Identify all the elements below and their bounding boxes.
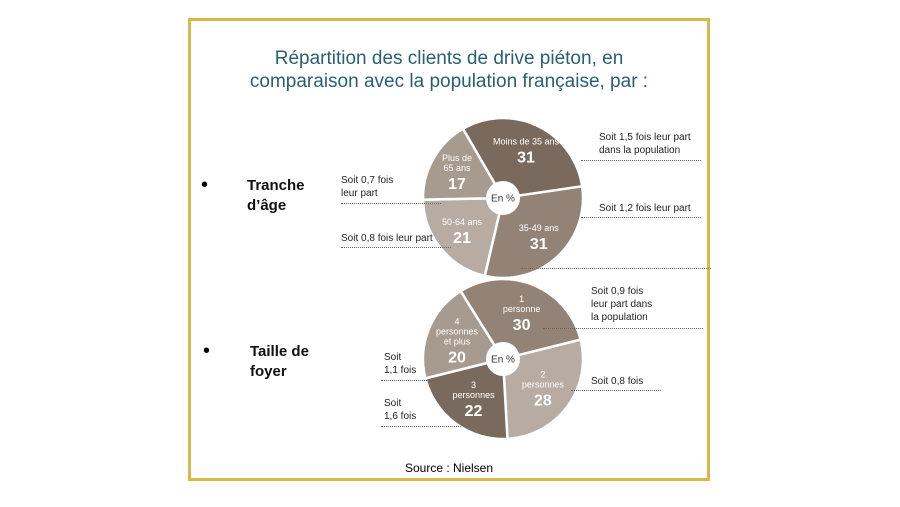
- row-label-age: Tranche d’âge: [247, 176, 305, 216]
- row-label-household: Taille de foyer: [250, 342, 309, 382]
- pie-slice-label-2-persons: personnes: [522, 379, 565, 389]
- note-age-3-rule: [341, 247, 451, 248]
- row-label-household-line-1: Taille de: [250, 343, 309, 360]
- pie-slice-label-1-person: 1: [519, 294, 524, 304]
- note-household-4: Soit 1,1 fois: [384, 351, 416, 377]
- pie-slice-value-4-plus-persons: 20: [448, 349, 466, 366]
- note-age-2-rule: [581, 217, 701, 218]
- pie-slice-3-persons: [423, 357, 509, 441]
- note-household-1-line-3: la population: [591, 312, 648, 323]
- note-household-2: Soit 0,8 fois: [591, 375, 643, 388]
- note-household-3-rule: [381, 426, 461, 427]
- pie-slice-label-over-65: Plus de: [442, 153, 472, 163]
- pie-slice-label-2-persons: 2: [540, 369, 545, 379]
- pie-slice-50-64: [421, 196, 505, 278]
- pie-chart-age: Moins de 35 ans 31 35-49 ans 31 50-64 ans 21 P…: [421, 116, 585, 280]
- note-household-1-line-2: leur part dans: [591, 299, 653, 310]
- pie-chart-household: 1personne302personnes283personnes224pers…: [421, 277, 585, 441]
- note-age-3: Soit 0,8 fois leur part: [341, 232, 433, 245]
- pie-slice-value-3-persons: 22: [465, 403, 483, 420]
- pie-slice-label-50-64: 50-64 ans: [442, 217, 483, 227]
- note-age-1-line-2: dans la population: [599, 145, 681, 156]
- pie-slice-value-1-person: 30: [513, 317, 531, 334]
- note-age-4: Soit 0,7 fois leur part: [341, 174, 393, 200]
- bullet-household: •: [203, 340, 211, 362]
- note-age-2: Soit 1,2 fois leur part: [599, 202, 691, 215]
- note-household-2-line-1: Soit 0,8 fois: [591, 376, 644, 387]
- pie-slice-label-4-plus-persons: 4: [455, 316, 460, 326]
- pie-slice-value-35-49: 31: [530, 236, 548, 253]
- note-household-4-line-1: Soit: [384, 352, 402, 363]
- pie-slice-4-plus-persons: [421, 289, 505, 380]
- pie-slice-over-65: [421, 127, 506, 201]
- pie-slice-value-over-65: 17: [448, 176, 466, 193]
- pie-center-hole: [486, 342, 520, 376]
- row-label-household-line-2: foyer: [250, 363, 287, 380]
- pie-center-label: En %: [491, 194, 515, 205]
- note-household-1: Soit 0,9 fois leur part dans la populati…: [591, 285, 652, 324]
- note-household-4-rule: [381, 380, 441, 381]
- source-note: Source : Nielsen: [404, 461, 494, 475]
- pie-center-label: En %: [491, 355, 515, 366]
- note-age-3-line-1: Soit 0,8 fois leur part: [341, 233, 433, 244]
- pie-slice-label-under-35: Moins de 35 ans: [493, 136, 560, 146]
- note-age-1-line-1: Soit 1,5 fois leur part: [599, 132, 691, 143]
- pie-slice-label-3-persons: personnes: [453, 390, 496, 400]
- chart-title: Répartition des clients de drive piéton,…: [191, 47, 707, 93]
- note-age-2-line-1: Soit 1,2 fois leur part: [599, 203, 691, 214]
- pie-slice-label-3-persons: 3: [471, 380, 476, 390]
- pie-slice-value-2-persons: 28: [534, 392, 552, 409]
- title-line-2: comparaison avec la population française…: [249, 71, 649, 92]
- pie-slice-value-under-35: 31: [517, 149, 535, 166]
- row-separator: [521, 268, 711, 269]
- note-age-4-line-1: Soit 0,7 fois: [341, 175, 394, 186]
- note-household-2-rule: [571, 390, 661, 391]
- pie-center-hole: [486, 181, 520, 215]
- bullet-age: •: [201, 174, 209, 196]
- note-household-3-line-1: Soit: [384, 398, 402, 409]
- row-label-age-line-2: d’âge: [247, 197, 287, 214]
- note-household-1-rule: [543, 328, 703, 329]
- pie-slice-label-35-49: 35-49 ans: [519, 223, 560, 233]
- pie-slice-label-over-65: 65 ans: [443, 163, 471, 173]
- note-age-1: Soit 1,5 fois leur part dans la populati…: [599, 131, 691, 157]
- pie-slice-value-50-64: 21: [453, 230, 471, 247]
- note-age-1-rule: [581, 160, 701, 161]
- pie-slice-label-4-plus-persons: et plus: [444, 336, 471, 346]
- row-label-age-line-1: Tranche: [247, 177, 305, 194]
- note-household-1-line-1: Soit 0,9 fois: [591, 286, 644, 297]
- pie-slice-label-1-person: personne: [503, 304, 541, 314]
- title-line-1: Répartition des clients de drive piéton,…: [274, 48, 624, 69]
- pie-slice-label-4-plus-persons: personnes: [436, 326, 479, 336]
- chart-frame: Répartition des clients de drive piéton,…: [188, 18, 711, 481]
- pie-slice-2-persons: [501, 338, 585, 441]
- note-household-3-line-2: 1,6 fois: [384, 411, 417, 422]
- note-household-4-line-2: 1,1 fois: [384, 365, 417, 376]
- note-household-3: Soit 1,6 fois: [384, 397, 416, 423]
- note-age-4-line-2: leur part: [341, 188, 378, 199]
- note-age-4-rule: [341, 203, 441, 204]
